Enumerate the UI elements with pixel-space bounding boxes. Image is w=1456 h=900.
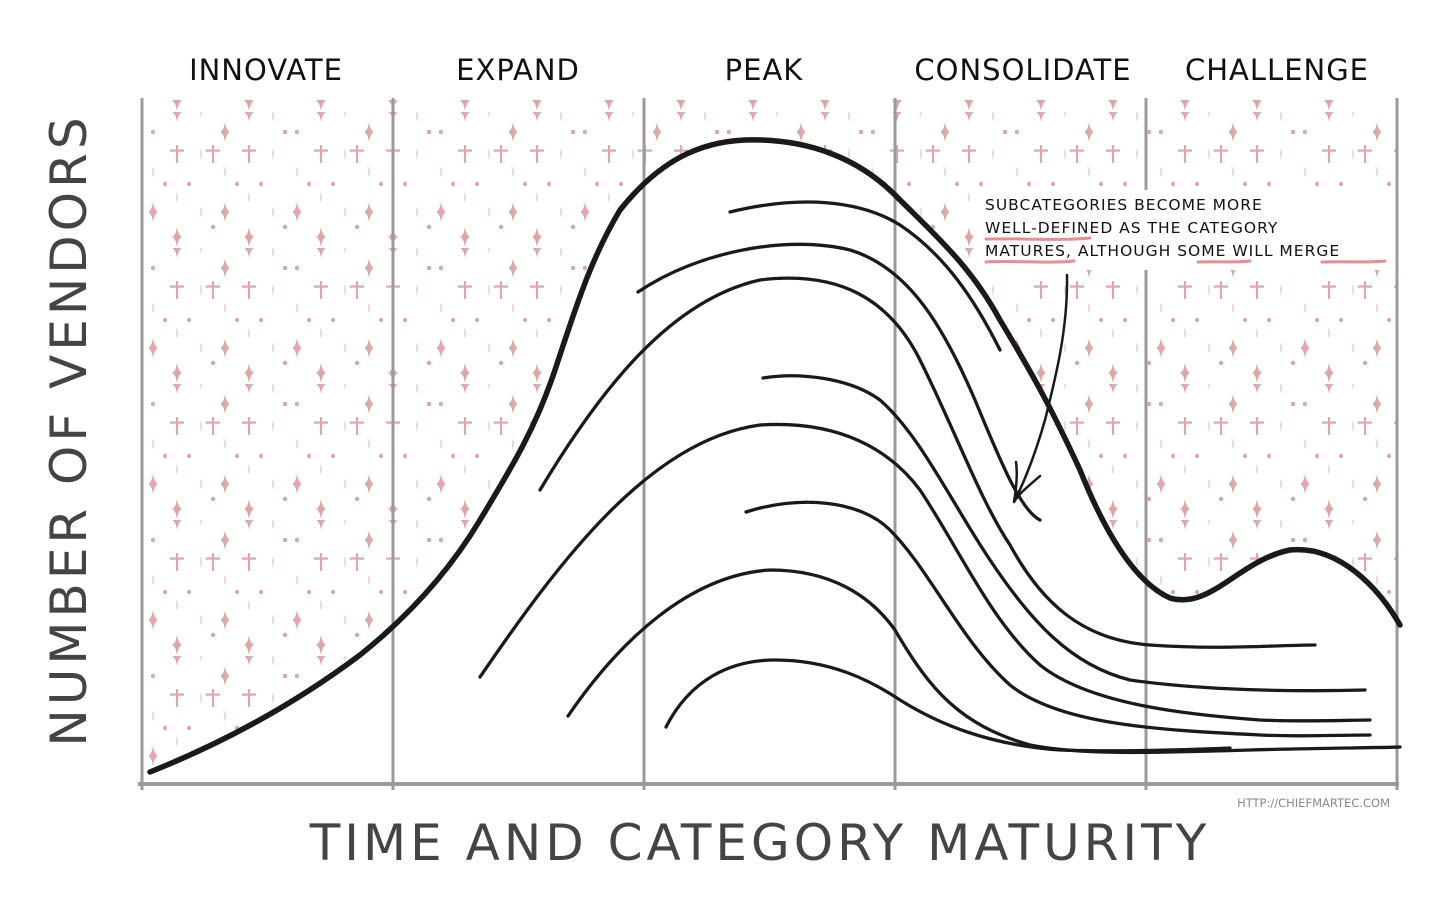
subcategory-curve-6 — [744, 500, 1372, 738]
x-axis-label: TIME AND CATEGORY MATURITY — [309, 814, 1211, 872]
phase-label-expand: EXPAND — [456, 53, 580, 87]
subcategory-curve-1 — [728, 200, 1002, 352]
phase-label-innovate: INNOVATE — [189, 53, 343, 87]
highlight-underline-matures — [984, 259, 1076, 264]
annotation-line-1: SUBCATEGORIES BECOME MORE — [985, 196, 1263, 214]
highlight-underline-merge — [1320, 259, 1387, 264]
subcategory-curve-8 — [664, 658, 1232, 753]
phase-label-consolidate: CONSOLIDATE — [914, 53, 1131, 87]
annotation: SUBCATEGORIES BECOME MORE WELL-DEFINED A… — [984, 196, 1387, 264]
annotation-arrowhead — [1012, 460, 1042, 504]
annotation-backing — [978, 190, 1390, 270]
subcategory-curve-3 — [538, 276, 1317, 649]
highlight-underline-some — [1196, 259, 1252, 264]
main-lifecycle-curve — [147, 137, 1403, 775]
phase-label-peak: PEAK — [725, 53, 804, 87]
y-axis-label: NUMBER OF VENDORS — [40, 113, 98, 746]
subcategory-curve-5 — [478, 422, 1372, 723]
subcategory-curves — [478, 200, 1402, 755]
highlight-underline-well-defined — [984, 236, 1092, 241]
annotation-line-2: WELL-DEFINED AS THE CATEGORY — [985, 219, 1278, 237]
subcategory-curve-2 — [636, 242, 1042, 522]
source-url: HTTP://CHIEFMARTEC.COM — [1237, 796, 1390, 810]
subcategory-curve-7 — [566, 568, 1402, 755]
annotation-arrow — [1013, 273, 1069, 502]
phase-label-challenge: CHALLENGE — [1185, 53, 1369, 87]
subcategory-curve-4 — [761, 374, 1367, 693]
annotation-line-3: MATURES, ALTHOUGH SOME WILL MERGE — [985, 242, 1340, 260]
